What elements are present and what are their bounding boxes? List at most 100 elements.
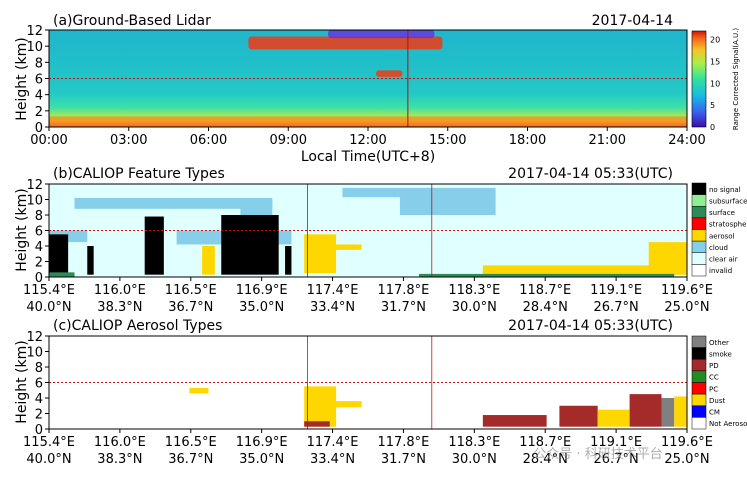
no-signal	[49, 234, 69, 275]
pd-layer	[304, 421, 330, 427]
x-tick-lon: 117.4°E	[307, 435, 359, 450]
aerosol-layer	[202, 246, 215, 275]
legend-swatch	[691, 182, 707, 195]
x-tick-lat: 31.7°N	[381, 300, 426, 315]
pd-layer	[482, 415, 547, 427]
colorbar-tick-label: 15	[710, 58, 720, 67]
x-tick-lat: 28.4°N	[523, 300, 568, 315]
x-tick-lat: 38.3°N	[97, 452, 142, 467]
legend-label: Other	[709, 339, 729, 347]
cloud-layer	[74, 197, 273, 209]
x-tick-lon: 117.8°E	[377, 435, 429, 450]
dust-layer	[674, 396, 687, 427]
panel-a-date: 2017-04-14	[592, 13, 673, 29]
panel-c-ylabel: Height (km)	[14, 340, 30, 423]
legend-label: cloud	[709, 244, 728, 252]
no-signal	[221, 215, 279, 275]
legend-swatch	[691, 264, 707, 277]
other-layer	[661, 398, 675, 427]
x-tick-lon: 118.7°E	[519, 283, 571, 298]
y-tick-label: 2	[35, 105, 43, 120]
lidar-layer-upper-noise	[328, 30, 435, 39]
colorbar	[691, 30, 707, 128]
legend-swatch	[691, 417, 707, 430]
no-signal	[144, 216, 164, 275]
no-signal	[87, 246, 94, 275]
colorbar-tick-label: 5	[710, 101, 715, 110]
x-tick-lon: 119.1°E	[590, 435, 642, 450]
legend-swatch	[691, 240, 707, 253]
legend-label: smoke	[709, 350, 732, 358]
x-tick-lon: 116.9°E	[236, 435, 288, 450]
panel-a-ylabel: Height (km)	[14, 37, 30, 120]
y-tick-label: 2	[35, 408, 43, 423]
y-tick-label: 4	[35, 240, 43, 255]
aerosol-layer	[304, 234, 337, 274]
panel-c-aerosol-types: (c)CALIOP Aerosol Types 2017-04-14 05:33…	[14, 318, 747, 467]
legend-swatch	[691, 335, 707, 348]
x-tick-lat: 33.4°N	[310, 452, 355, 467]
no-signal	[285, 246, 292, 275]
x-tick-lon: 116.5°E	[165, 283, 217, 298]
x-tick-lat: 26.7°N	[594, 452, 639, 467]
legend-label: PD	[709, 362, 719, 370]
y-tick-label: 8	[35, 56, 43, 71]
x-tick-label: 18:00	[509, 133, 546, 148]
legend-label: PC	[709, 385, 718, 393]
x-tick-lat: 26.7°N	[594, 300, 639, 315]
legend-label: aerosol	[709, 232, 735, 240]
x-tick-label: 21:00	[589, 133, 626, 148]
lidar-layer-mid-cloud	[375, 70, 403, 77]
x-tick-lon: 119.1°E	[590, 283, 642, 298]
colorbar-tick-label: 10	[710, 79, 720, 88]
panel-c-title: (c)CALIOP Aerosol Types	[53, 318, 222, 334]
x-tick-lat: 35.0°N	[239, 452, 284, 467]
legend-swatch	[691, 229, 707, 242]
x-tick-lat: 25.0°N	[664, 300, 709, 315]
legend-label: clear air	[709, 256, 738, 264]
x-tick-lat: 35.0°N	[239, 300, 284, 315]
legend-label: subsurface	[709, 197, 747, 205]
legend-label: CM	[709, 409, 720, 417]
x-tick-label: 24:00	[668, 133, 705, 148]
y-tick-label: 8	[35, 209, 43, 224]
y-tick-label: 6	[35, 225, 43, 240]
panel-b-ylabel: Height (km)	[14, 188, 30, 271]
x-tick-lat: 30.0°N	[452, 452, 497, 467]
x-tick-lon: 116.9°E	[236, 283, 288, 298]
legend-label: invalid	[709, 267, 732, 275]
x-tick-lat: 36.7°N	[168, 300, 213, 315]
legend-label: Dust	[709, 397, 725, 405]
x-tick-lon: 119.6°E	[661, 435, 713, 450]
cloud-layer	[342, 187, 496, 198]
legend-label: no signal	[709, 186, 741, 194]
panel-b-date: 2017-04-14 05:33(UTC)	[508, 166, 673, 182]
legend-label: stratospheric feature	[709, 221, 747, 229]
panel-a-xlabel: Local Time(UTC+8)	[301, 149, 435, 165]
aerosol-layer	[482, 265, 687, 275]
x-tick-label: 12:00	[349, 133, 386, 148]
colorbar-tick-label: 0	[710, 123, 715, 132]
lidar-layer-surface	[49, 116, 687, 127]
surface	[419, 273, 675, 277]
legend-swatch	[691, 194, 707, 207]
surface	[49, 272, 75, 277]
x-tick-lat: 31.7°N	[381, 452, 426, 467]
aerosol-layer	[648, 242, 687, 275]
y-tick-label: 0	[35, 271, 43, 286]
y-tick-label: 4	[35, 392, 43, 407]
y-tick-label: 10	[26, 346, 43, 361]
x-tick-lon: 116.0°E	[94, 283, 146, 298]
cloud-layer	[240, 201, 273, 215]
pd-layer	[629, 394, 662, 427]
y-tick-label: 10	[26, 40, 43, 55]
y-tick-label: 12	[26, 178, 43, 193]
dust-layer	[329, 401, 362, 408]
y-tick-label: 6	[35, 377, 43, 392]
legend-swatch	[691, 382, 707, 395]
dust-layer	[189, 387, 209, 394]
x-tick-lon: 119.6°E	[661, 283, 713, 298]
y-tick-label: 0	[35, 121, 43, 136]
x-tick-lon: 116.0°E	[94, 435, 146, 450]
